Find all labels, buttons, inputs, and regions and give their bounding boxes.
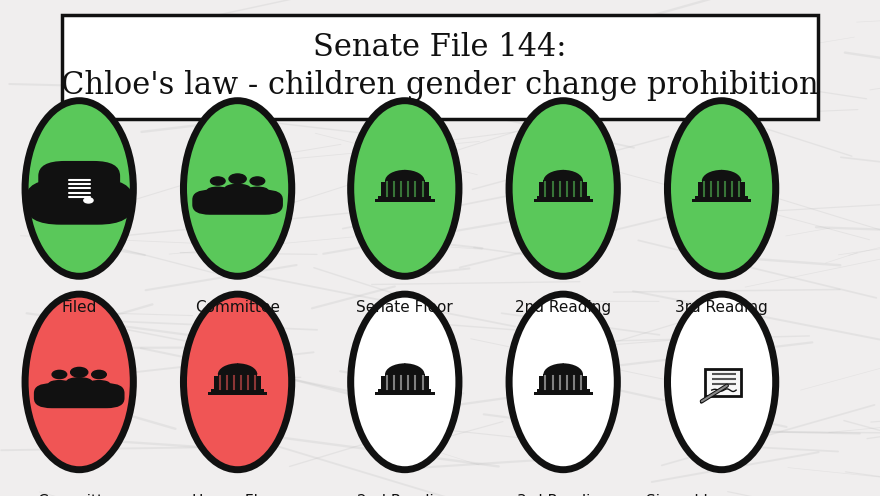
Ellipse shape: [187, 104, 289, 273]
FancyBboxPatch shape: [375, 199, 435, 201]
Ellipse shape: [180, 97, 296, 280]
Ellipse shape: [664, 291, 780, 473]
Text: House Floor: House Floor: [192, 494, 283, 496]
Ellipse shape: [21, 97, 137, 280]
Ellipse shape: [88, 380, 110, 388]
Ellipse shape: [512, 104, 614, 273]
Polygon shape: [237, 363, 239, 368]
FancyBboxPatch shape: [33, 383, 125, 408]
FancyBboxPatch shape: [214, 375, 261, 389]
FancyBboxPatch shape: [695, 196, 748, 199]
Ellipse shape: [348, 97, 463, 280]
FancyBboxPatch shape: [381, 182, 429, 196]
FancyBboxPatch shape: [375, 392, 435, 395]
FancyBboxPatch shape: [539, 375, 587, 389]
Ellipse shape: [246, 187, 268, 194]
Circle shape: [250, 177, 265, 185]
FancyBboxPatch shape: [533, 199, 593, 201]
Text: Filed: Filed: [62, 300, 97, 315]
Polygon shape: [562, 363, 565, 368]
Wedge shape: [702, 170, 741, 181]
Polygon shape: [404, 170, 407, 175]
Ellipse shape: [512, 298, 614, 466]
Ellipse shape: [225, 185, 250, 192]
Ellipse shape: [664, 97, 780, 280]
FancyBboxPatch shape: [39, 161, 120, 217]
FancyBboxPatch shape: [378, 196, 431, 199]
FancyBboxPatch shape: [544, 374, 583, 376]
FancyBboxPatch shape: [381, 375, 429, 389]
Ellipse shape: [180, 291, 296, 473]
Ellipse shape: [28, 104, 130, 273]
Circle shape: [92, 371, 106, 378]
Text: Committee: Committee: [37, 494, 121, 496]
Circle shape: [70, 368, 88, 377]
Circle shape: [52, 371, 67, 378]
Text: 3rd Reading: 3rd Reading: [675, 300, 768, 315]
Ellipse shape: [348, 291, 463, 473]
FancyBboxPatch shape: [698, 182, 745, 196]
Wedge shape: [544, 170, 583, 181]
FancyBboxPatch shape: [218, 374, 258, 376]
Polygon shape: [700, 401, 703, 403]
Ellipse shape: [354, 104, 456, 273]
Ellipse shape: [354, 298, 456, 466]
FancyBboxPatch shape: [26, 179, 133, 225]
Ellipse shape: [21, 291, 137, 473]
Text: Committee: Committee: [195, 300, 280, 315]
FancyBboxPatch shape: [62, 15, 818, 119]
Circle shape: [84, 198, 93, 203]
Ellipse shape: [671, 298, 773, 466]
FancyBboxPatch shape: [537, 196, 590, 199]
Text: Signed by governor: Signed by governor: [647, 494, 796, 496]
Ellipse shape: [28, 298, 130, 466]
Text: 2nd Reading: 2nd Reading: [515, 300, 612, 315]
FancyBboxPatch shape: [385, 181, 424, 183]
Polygon shape: [720, 170, 722, 175]
Wedge shape: [544, 363, 583, 374]
FancyBboxPatch shape: [533, 392, 593, 395]
Wedge shape: [218, 363, 258, 374]
Ellipse shape: [187, 298, 289, 466]
FancyBboxPatch shape: [702, 181, 741, 183]
FancyBboxPatch shape: [208, 392, 268, 395]
Polygon shape: [562, 170, 565, 175]
Circle shape: [229, 174, 246, 184]
Ellipse shape: [48, 380, 70, 388]
FancyBboxPatch shape: [385, 374, 424, 376]
FancyBboxPatch shape: [193, 190, 283, 215]
Circle shape: [210, 177, 225, 185]
Ellipse shape: [207, 187, 229, 194]
Text: Senate Floor: Senate Floor: [356, 300, 453, 315]
Polygon shape: [404, 363, 407, 368]
Ellipse shape: [505, 291, 621, 473]
FancyBboxPatch shape: [539, 182, 587, 196]
Text: 3rd Reading: 3rd Reading: [517, 494, 610, 496]
Text: 2nd Reading: 2nd Reading: [356, 494, 453, 496]
Ellipse shape: [67, 378, 92, 386]
FancyBboxPatch shape: [544, 181, 583, 183]
Wedge shape: [385, 170, 425, 181]
FancyBboxPatch shape: [378, 389, 431, 392]
Ellipse shape: [505, 97, 621, 280]
FancyBboxPatch shape: [692, 199, 752, 201]
FancyBboxPatch shape: [705, 369, 741, 396]
FancyBboxPatch shape: [537, 389, 590, 392]
Text: Chloe's law - children gender change prohibition: Chloe's law - children gender change pro…: [61, 70, 819, 101]
Wedge shape: [385, 363, 425, 374]
Ellipse shape: [671, 104, 773, 273]
Text: Senate File 144:: Senate File 144:: [313, 32, 567, 62]
FancyBboxPatch shape: [211, 389, 264, 392]
